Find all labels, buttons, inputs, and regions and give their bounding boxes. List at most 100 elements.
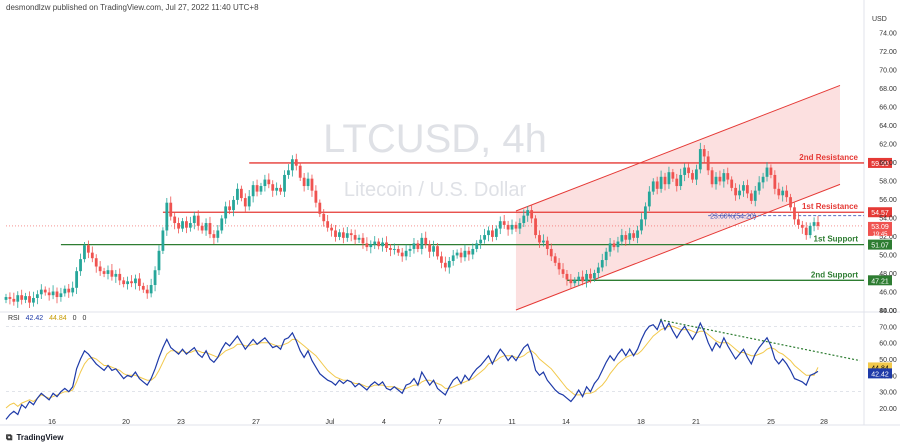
candle-body bbox=[424, 237, 428, 245]
candle-body bbox=[667, 172, 671, 185]
candle-body bbox=[506, 224, 510, 230]
candle-body bbox=[169, 202, 173, 217]
candle-body bbox=[683, 167, 687, 175]
candle-body bbox=[79, 259, 82, 272]
candle-body bbox=[816, 222, 820, 226]
candle-body bbox=[255, 185, 259, 192]
candle-body bbox=[239, 188, 243, 199]
candle-body bbox=[302, 177, 306, 187]
candle-body bbox=[698, 149, 702, 170]
candle-body bbox=[600, 260, 604, 268]
candle-body bbox=[55, 291, 59, 298]
candle-body bbox=[404, 250, 408, 257]
candle-body bbox=[161, 230, 165, 251]
candle-body bbox=[589, 273, 592, 279]
time-tick-label: 20 bbox=[122, 419, 130, 426]
candle-body bbox=[467, 250, 471, 255]
candle-body bbox=[471, 248, 475, 255]
candle-body bbox=[326, 221, 330, 228]
candle-body bbox=[483, 235, 486, 240]
candle-body bbox=[596, 267, 600, 273]
price-tick-label: 60.00 bbox=[879, 160, 897, 167]
candle-body bbox=[773, 174, 777, 189]
rsi-title: RSI bbox=[8, 315, 20, 322]
price-tick-label: 54.00 bbox=[879, 216, 897, 223]
candle-body bbox=[487, 230, 490, 236]
candle-body bbox=[28, 296, 31, 303]
candle-body bbox=[730, 179, 734, 188]
footer: ⧉ TradingView bbox=[6, 432, 63, 443]
level-price-label-0: 59.90 bbox=[871, 161, 889, 168]
candle-body bbox=[192, 215, 196, 224]
rsi-box-label: 42.42 bbox=[871, 371, 889, 378]
candle-body bbox=[83, 245, 86, 260]
candle-body bbox=[67, 288, 71, 293]
level-price-label-1: 54.57 bbox=[871, 210, 889, 217]
candle-body bbox=[659, 176, 663, 189]
price-tick-label: 72.00 bbox=[879, 49, 897, 56]
candle-body bbox=[671, 172, 675, 179]
rsi-trendline bbox=[659, 319, 861, 362]
candle-body bbox=[20, 295, 24, 300]
candle-body bbox=[781, 190, 785, 196]
time-tick-label: 14 bbox=[562, 419, 570, 426]
candle-body bbox=[765, 167, 769, 177]
candle-body bbox=[338, 232, 341, 237]
candle-body bbox=[224, 206, 228, 219]
level-name-3: 2nd Support bbox=[811, 270, 858, 279]
candle-body bbox=[577, 276, 581, 281]
tradingview-logo-icon: ⧉ bbox=[6, 432, 13, 442]
candle-body bbox=[647, 191, 651, 207]
level-name-0: 2nd Resistance bbox=[799, 153, 858, 162]
candle-body bbox=[341, 232, 345, 238]
rsi-legend: RSI 42.42 44.84 0 0 bbox=[8, 315, 90, 322]
candle-body bbox=[385, 242, 388, 249]
candle-body bbox=[428, 244, 432, 252]
candle-body bbox=[310, 178, 314, 191]
candle-body bbox=[679, 174, 683, 187]
candle-body bbox=[114, 273, 118, 277]
level-price-box-2 bbox=[868, 239, 892, 250]
candle-body bbox=[200, 225, 204, 231]
candle-body bbox=[644, 206, 647, 220]
candle-body bbox=[534, 218, 537, 236]
time-tick-label: 27 bbox=[252, 419, 260, 426]
candle-body bbox=[145, 289, 149, 294]
candle-body bbox=[43, 289, 47, 293]
candle-body bbox=[75, 271, 79, 288]
candle-body bbox=[789, 197, 792, 208]
candle-body bbox=[722, 173, 726, 182]
price-tick-label: 68.00 bbox=[879, 86, 897, 93]
time-tick-label: 4 bbox=[382, 419, 386, 426]
candle-body bbox=[804, 227, 808, 236]
candle-body bbox=[785, 190, 789, 198]
candle-body bbox=[306, 178, 310, 187]
candle-body bbox=[283, 174, 286, 192]
candle-body bbox=[687, 167, 690, 174]
level-price-label-2: 51.07 bbox=[871, 243, 889, 250]
candle-body bbox=[753, 190, 757, 201]
candle-body bbox=[408, 248, 412, 251]
candle-body bbox=[514, 224, 518, 229]
candle-body bbox=[63, 288, 67, 294]
candle-body bbox=[569, 279, 573, 284]
rsi-tick-label: 20.00 bbox=[879, 406, 897, 413]
candle-body bbox=[714, 176, 718, 185]
candle-body bbox=[812, 222, 816, 226]
candle-body bbox=[188, 223, 192, 228]
candle-body bbox=[8, 297, 12, 299]
rsi-box bbox=[868, 368, 892, 379]
candle-body bbox=[181, 221, 184, 229]
candle-body bbox=[275, 187, 279, 191]
candle-body bbox=[16, 295, 20, 302]
candle-body bbox=[47, 292, 51, 296]
candle-body bbox=[742, 185, 745, 191]
candle-body bbox=[604, 251, 608, 261]
candle-body bbox=[134, 278, 137, 284]
price-tick-label: 48.00 bbox=[879, 271, 897, 278]
candle-body bbox=[271, 184, 275, 191]
candle-body bbox=[263, 179, 267, 187]
candle-body bbox=[702, 149, 706, 157]
candle-body bbox=[24, 296, 28, 300]
